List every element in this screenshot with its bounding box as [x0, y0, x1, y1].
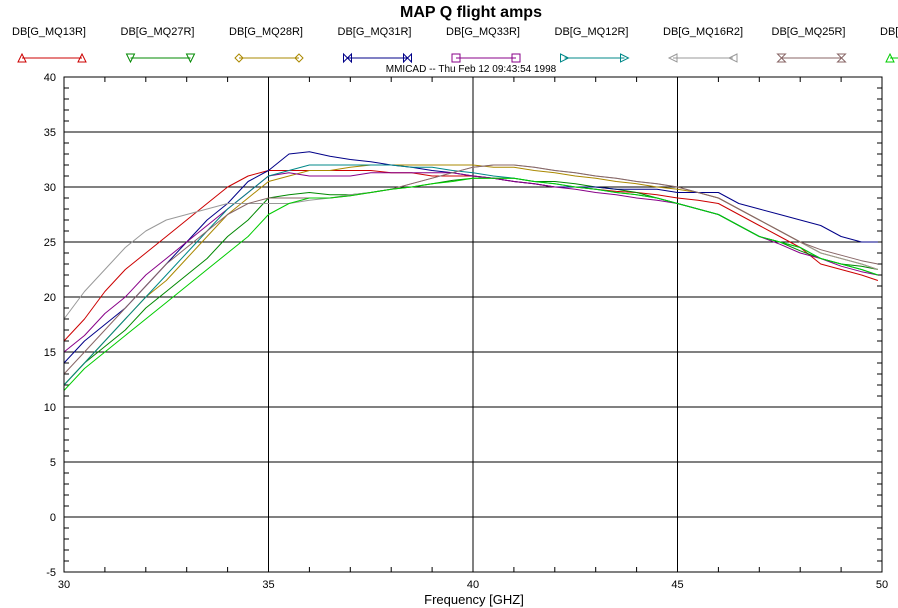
legend-marker — [451, 53, 461, 63]
x-tick-label: 35 — [262, 579, 274, 591]
plot-frame — [63, 76, 883, 573]
legend-entry: DB[G_MQ16R2] — [663, 26, 743, 63]
legend-label: DB[G_MQ25R] — [772, 26, 846, 38]
grid — [64, 77, 882, 572]
x-tick-label: 30 — [58, 579, 70, 591]
legend-marker — [511, 53, 521, 63]
y-tick-label: 5 — [50, 457, 56, 469]
y-tick-label: 35 — [44, 127, 56, 139]
legend-marker — [77, 52, 87, 63]
legend-label: DB[G_MQ27R] — [121, 26, 195, 38]
legend-marker — [403, 52, 412, 64]
legend-marker — [885, 52, 895, 63]
y-tick-label: -5 — [46, 567, 56, 579]
legend-label: DB[G_MQ31R] — [338, 26, 412, 38]
legend-label: DB[G_MQ12R] — [555, 26, 629, 38]
series-lines — [63, 151, 879, 391]
legend-entry: DB[G_MQ31R] — [338, 26, 412, 64]
legend-label: DB[G_MQ33R] — [446, 26, 520, 38]
legend-entry: DB[G_MQ12R] — [555, 26, 630, 63]
legend-marker — [667, 53, 678, 63]
legend-entry: DB[G_MQ13R] — [12, 26, 87, 63]
legend-marker — [560, 53, 570, 63]
legend-entry: DB[G_MQ — [880, 26, 898, 63]
legend-marker — [125, 53, 136, 64]
legend-marker — [776, 53, 787, 63]
legend-marker — [185, 53, 196, 64]
series-line — [63, 177, 879, 391]
legend-entry: DB[G_MQ33R] — [446, 26, 521, 63]
legend-label: DB[G_MQ — [880, 26, 898, 38]
y-tick-label: 20 — [44, 292, 56, 304]
y-tick-label: 30 — [44, 182, 56, 194]
chart-title: MAP Q flight amps — [400, 4, 542, 21]
legend-marker — [294, 53, 304, 63]
legend: DB[G_MQ13R] DB[G_MQ27R] DB[G_MQ28R] DB[G_MQ… — [12, 26, 898, 64]
x-axis-label: Frequency [GHZ] — [424, 592, 524, 607]
legend-marker — [727, 53, 738, 63]
x-tick-label: 45 — [671, 579, 683, 591]
x-axis-ticks: 30 35 40 45 50 — [58, 579, 888, 591]
y-tick-label: 0 — [50, 512, 56, 524]
legend-marker — [620, 53, 630, 63]
legend-entry: DB[G_MQ27R] — [121, 26, 196, 64]
y-axis-ticks: -5 0 5 10 15 20 25 30 35 40 — [44, 72, 56, 579]
legend-label: DB[G_MQ16R2] — [663, 26, 743, 38]
legend-label: DB[G_MQ13R] — [12, 26, 86, 38]
x-tick-label: 40 — [467, 579, 479, 591]
legend-marker — [836, 53, 847, 63]
legend-marker — [234, 53, 244, 63]
x-tick-label: 50 — [876, 579, 888, 591]
y-tick-label: 25 — [44, 237, 56, 249]
legend-marker — [343, 52, 352, 64]
y-tick-label: 40 — [44, 72, 56, 84]
legend-entry: DB[G_MQ25R] — [772, 26, 847, 63]
legend-marker — [17, 52, 27, 63]
y-tick-label: 10 — [44, 402, 56, 414]
legend-entry: DB[G_MQ28R] — [229, 26, 304, 63]
chart-subtitle: MMICAD -- Thu Feb 12 09:43:54 1998 — [386, 64, 557, 75]
y-tick-label: 15 — [44, 347, 56, 359]
series-line — [63, 164, 878, 375]
legend-label: DB[G_MQ28R] — [229, 26, 303, 38]
